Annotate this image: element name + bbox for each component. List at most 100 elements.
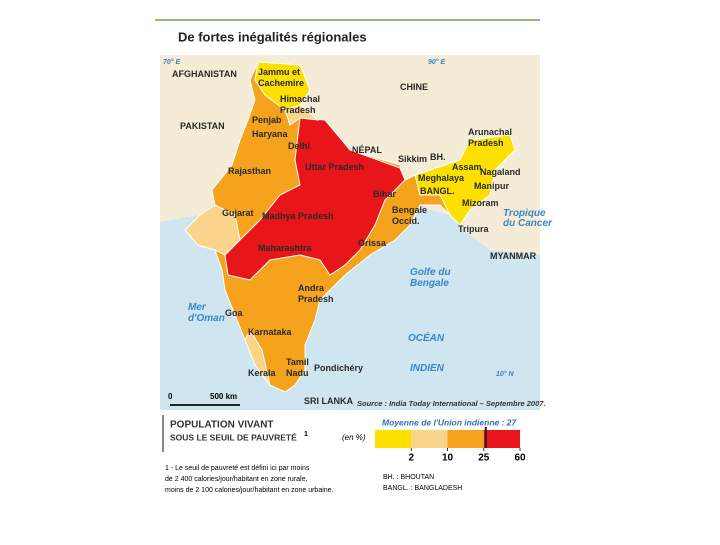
place-label-line: BANGL. bbox=[420, 186, 455, 196]
place-label-line: Bengale bbox=[392, 205, 427, 215]
place-label-line: Andra bbox=[298, 283, 325, 293]
footnote: 1 - Le seuil de pauvreté est défini ici … bbox=[165, 465, 310, 472]
place-label: CHINE bbox=[400, 82, 428, 92]
place-label: Nagaland bbox=[480, 167, 521, 177]
place-label-line: Himachal bbox=[280, 94, 320, 104]
place-label: AFGHANISTAN bbox=[172, 69, 237, 79]
place-label-line: Pradesh bbox=[298, 294, 334, 304]
place-label: Bihar bbox=[373, 189, 397, 199]
place-label-line: Bengale bbox=[410, 278, 449, 289]
title: De fortes inégalités régionales bbox=[178, 29, 367, 44]
place-label-line: Uttar Pradesh bbox=[305, 162, 364, 172]
abbreviation: BH. : BHOUTAN bbox=[383, 474, 434, 481]
place-label-line: Mer bbox=[188, 302, 207, 313]
place-label: Uttar Pradesh bbox=[305, 162, 364, 172]
place-label: Goa bbox=[225, 308, 243, 318]
place-label: Golfe du Bengale bbox=[410, 267, 451, 289]
place-label: Himachal Pradesh bbox=[280, 94, 320, 115]
coordinate-label: 70° E bbox=[163, 58, 181, 66]
legend-break: 60 bbox=[514, 453, 526, 464]
footnote: de 2 400 calories/jour/habitant en zone … bbox=[165, 476, 307, 483]
place-label-line: Golfe du bbox=[410, 267, 451, 278]
place-label-line: Cachemire bbox=[258, 78, 304, 88]
place-label-line: INDIEN bbox=[410, 363, 445, 374]
place-label-line: Gujarat bbox=[222, 208, 254, 218]
place-label-line: Arunachal bbox=[468, 127, 512, 137]
region-tan bbox=[244, 328, 271, 386]
place-label: Delhi bbox=[288, 141, 310, 151]
legend-break: 25 bbox=[478, 453, 490, 464]
scale-start: 0 bbox=[168, 392, 173, 401]
tropic-label-line: Tropique bbox=[503, 208, 546, 219]
place-label: BH. bbox=[430, 152, 446, 162]
place-label-line: CHINE bbox=[400, 82, 428, 92]
place-label: Tamil Nadu bbox=[286, 357, 309, 378]
place-label: Mizoram bbox=[462, 198, 499, 208]
place-label: Manipur bbox=[474, 181, 509, 191]
abbreviation: BANGL. : BANGLADESH bbox=[383, 485, 462, 492]
place-label: Mer d'Oman bbox=[188, 302, 225, 324]
place-label: Maharashtra bbox=[258, 243, 313, 253]
legend-swatch bbox=[447, 430, 484, 448]
place-label-line: Nadu bbox=[286, 368, 309, 378]
place-label-line: Penjab bbox=[252, 115, 282, 125]
place-label-line: Pradesh bbox=[468, 138, 504, 148]
legend-swatch bbox=[483, 430, 520, 448]
average-label: Moyenne de l'Union indienne : 27 bbox=[382, 417, 518, 427]
place-label: Gujarat bbox=[222, 208, 254, 218]
place-label: Jammu et Cachemire bbox=[258, 67, 304, 88]
region-tan bbox=[284, 104, 320, 126]
legend-swatch bbox=[411, 430, 448, 448]
legend-break: 2 bbox=[408, 453, 414, 464]
place-label: SRI LANKA bbox=[304, 396, 353, 406]
place-label-line: Haryana bbox=[252, 129, 289, 139]
place-label: OCÉAN bbox=[408, 331, 445, 344]
place-label: Assam bbox=[452, 162, 482, 172]
legend-swatch bbox=[375, 430, 412, 448]
place-label-line: Kerala bbox=[248, 368, 277, 378]
place-label: NÉPAL bbox=[352, 145, 382, 155]
place-label-line: Bihar bbox=[373, 189, 397, 199]
place-label: Bengale Occid. bbox=[392, 205, 427, 226]
place-label-line: Pondichéry bbox=[314, 363, 363, 373]
place-label: Madhya Pradesh bbox=[262, 211, 334, 221]
place-label-line: NÉPAL bbox=[352, 145, 382, 155]
legend-break: 10 bbox=[442, 453, 454, 464]
place-label: Arunachal Pradesh bbox=[468, 127, 512, 148]
place-label-line: Orissa bbox=[358, 238, 387, 248]
place-label: Penjab bbox=[252, 115, 282, 125]
legend-title: POPULATION VIVANT bbox=[170, 420, 274, 431]
coordinate-label: 10° N bbox=[496, 370, 515, 378]
place-label-line: BH. bbox=[430, 152, 446, 162]
legend-scale: 2 10 25 60 bbox=[375, 427, 526, 464]
place-label-line: Mizoram bbox=[462, 198, 499, 208]
coordinate-label: 90° E bbox=[428, 58, 446, 66]
region-tan bbox=[184, 204, 241, 256]
place-label-line: Occid. bbox=[392, 216, 420, 226]
note-mark: 1 bbox=[304, 431, 308, 438]
place-label-line: OCÉAN bbox=[408, 331, 445, 344]
place-label: Rajasthan bbox=[228, 166, 271, 176]
place-label-line: Maharashtra bbox=[258, 243, 313, 253]
place-label-line: Delhi bbox=[288, 141, 310, 151]
region-red bbox=[224, 117, 406, 281]
place-label: Orissa bbox=[358, 238, 387, 248]
tropic-label-line: du Cancer bbox=[503, 218, 553, 229]
place-label: MYANMAR bbox=[490, 251, 537, 261]
place-label-line: PAKISTAN bbox=[180, 121, 225, 131]
place-label: PAKISTAN bbox=[180, 121, 225, 131]
source: Source : India Today International – Sep… bbox=[357, 399, 546, 408]
place-label-line: d'Oman bbox=[188, 313, 225, 324]
place-label-line: Rajasthan bbox=[228, 166, 271, 176]
place-label: Haryana bbox=[252, 129, 289, 139]
place-label: INDIEN bbox=[410, 363, 445, 374]
place-label: Kerala bbox=[248, 368, 277, 378]
place-label: Pondichéry bbox=[314, 363, 363, 373]
legend-unit: (en %) bbox=[342, 433, 366, 442]
scale-end: 500 km bbox=[210, 392, 237, 401]
place-label-line: Madhya Pradesh bbox=[262, 211, 334, 221]
region-yellow bbox=[414, 134, 516, 226]
place-label-line: SRI LANKA bbox=[304, 396, 353, 406]
